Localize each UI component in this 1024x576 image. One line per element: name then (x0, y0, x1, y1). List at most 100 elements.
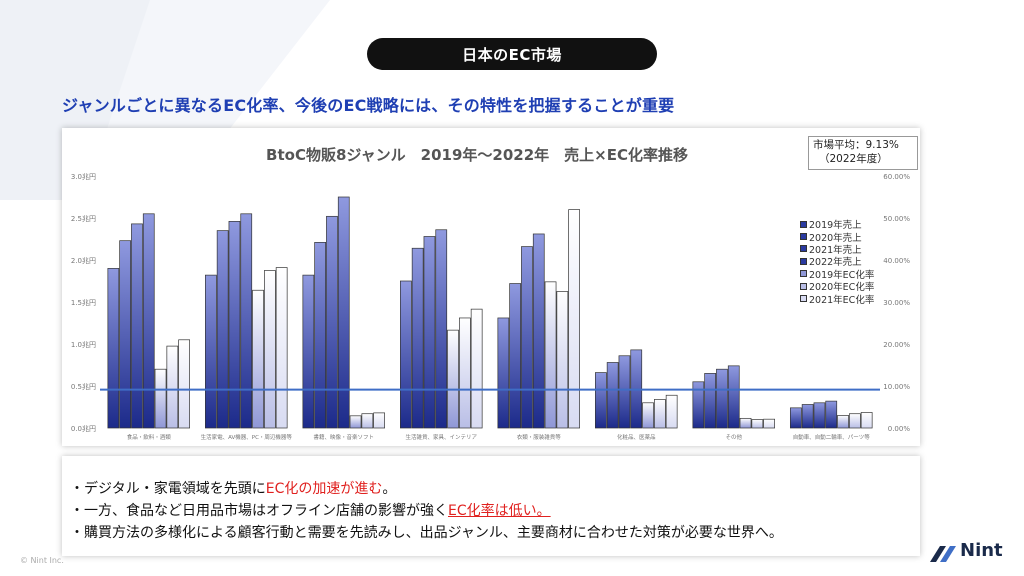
y-left-tick-label: 2.5兆円 (71, 214, 96, 223)
bar-2019年売上 (594, 372, 607, 429)
note-2-highlight: EC化率は低い。 (448, 503, 551, 519)
bar-2021年売上 (813, 402, 826, 429)
bar-2020年売上 (314, 242, 326, 429)
bar-2019年売上 (107, 268, 120, 429)
legend-swatch (800, 233, 807, 241)
bar-2020年EC化率 (459, 317, 471, 429)
bar-2019年EC化率 (349, 415, 362, 429)
bar-2022年売上 (532, 233, 545, 429)
legend-item: 2021年EC化率 (800, 292, 875, 306)
bar-2020年売上 (704, 373, 717, 429)
x-tick-label: 食品・飲料・酒類 (127, 433, 172, 441)
nint-logo-icon (930, 546, 956, 562)
bar-2019年EC化率 (252, 289, 264, 429)
legend-item: 2022年売上 (800, 255, 874, 269)
bar-2022年売上 (435, 229, 448, 429)
x-tick-label: 生活雑貨、家具、インテリア (405, 433, 477, 441)
y-right-tick-label: 40.00% (883, 257, 910, 265)
y-right-tick-label: 0.00% (888, 425, 911, 433)
bar-2019年EC化率 (739, 417, 752, 429)
market-average-box: 市場平均：9.13% （2022年度） (808, 136, 918, 170)
bar-2021年EC化率 (373, 412, 385, 429)
bar-2021年売上 (521, 246, 533, 429)
bar-2021年EC化率 (470, 308, 483, 429)
bar-2020年EC化率 (653, 399, 666, 429)
bar-2022年売上 (727, 365, 740, 429)
bar-2020年EC化率 (848, 413, 861, 429)
bar-2022年売上 (337, 196, 350, 429)
legend-swatch (800, 295, 807, 303)
bar-2020年売上 (801, 404, 814, 429)
headline: ジャンルごとに異なるEC化率、今後のEC戦略には、その特性を把握することが重要 (62, 96, 675, 115)
chart-title: BtoC物販8ジャンル 2019年～2022年 売上×EC化率推移 (266, 146, 688, 164)
bar-2022年売上 (825, 400, 838, 429)
legend-item: 2021年売上 (800, 243, 874, 256)
bar-2019年売上 (400, 280, 412, 429)
note-1-end: 。 (382, 481, 397, 497)
legend-label: 2022年売上 (809, 257, 862, 269)
y-right-tick-label: 20.00% (883, 341, 910, 349)
legend-item: 2020年売上 (800, 230, 874, 244)
legend-swatch (800, 220, 807, 228)
bar-2020年EC化率 (166, 345, 179, 429)
y-left-tick-label: 1.0兆円 (71, 340, 96, 349)
x-tick-label: 生活家電、AV機器、PC・周辺機器等 (201, 433, 293, 441)
bar-2021年売上 (326, 215, 338, 429)
note-3: ・購買方法の多様化による顧客行動と需要を先読みし、出品ジャンル、主要商材に合わせ… (70, 525, 783, 541)
bar-2020年EC化率 (361, 413, 374, 429)
market-average-value: 市場平均：9.13% (813, 139, 899, 151)
x-tick-label: 書籍、映像・音楽ソフト (313, 433, 374, 441)
legend-label: 2020年EC化率 (809, 282, 875, 294)
bar-2021年売上 (618, 355, 631, 429)
y-right-tick-label: 10.00% (883, 383, 910, 391)
bar-2019年EC化率 (544, 281, 557, 429)
x-tick-label: 衣類・服装雑貨等 (517, 433, 562, 441)
bar-2019年EC化率 (447, 329, 459, 429)
legend-item: 2019年売上 (800, 218, 874, 232)
x-tick-label: 自動車、自動二輪車、パーツ等 (793, 433, 870, 441)
bar-2021年売上 (131, 223, 143, 429)
legend-item: 2020年EC化率 (800, 280, 875, 294)
bar-2019年EC化率 (642, 402, 654, 429)
bar-2022年売上 (240, 213, 253, 429)
legend-label: 2020年売上 (809, 232, 862, 244)
bar-2021年EC化率 (763, 418, 776, 429)
y-right-tick-label: 50.00% (883, 215, 910, 223)
bar-2021年EC化率 (275, 267, 288, 429)
y-right-tick-label: 60.00% (883, 173, 910, 181)
note-2: ・一方、食品など日用品市場はオフライン店舗の影響が強くEC化率は低い。 (70, 500, 551, 520)
legend-swatch (800, 270, 807, 278)
bar-2020年売上 (411, 247, 424, 429)
chart-plot: 0.0兆円 0.5兆円 1.0兆円 1.5兆円 2.0兆円 2.5兆円 3.0兆円 0.00%… (71, 172, 911, 441)
logo-text: Nint (960, 540, 1003, 561)
legend-item: 2019年EC化率 (800, 268, 875, 281)
bar-2021年売上 (228, 221, 241, 429)
copyright: © Nint Inc. (20, 556, 64, 565)
bar-2019年売上 (302, 274, 315, 429)
legend-label: 2019年EC化率 (809, 269, 875, 281)
market-average-year: （2022年度） (819, 153, 888, 165)
y-left-tick-label: 1.5兆円 (71, 298, 96, 307)
x-tick-label: その他 (725, 433, 742, 441)
notes-card: ・デジタル・家電領域を先頭にEC化の加速が進む。 ・一方、食品など日用品市場はオ… (62, 456, 920, 556)
chart-card: 0.0兆円 0.5兆円 1.0兆円 1.5兆円 2.0兆円 2.5兆円 3.0兆円 0.00%… (62, 128, 920, 446)
legend-swatch (800, 282, 807, 290)
y-left-tick-label: 2.0兆円 (71, 256, 96, 265)
y-left-tick-label: 0.5兆円 (71, 382, 96, 391)
bar-2019年売上 (497, 317, 510, 429)
bar-2020年EC化率 (556, 291, 569, 429)
chart-legend: 2019年売上 2020年売上 2021年売上 2022年売上 2019年EC化率 202… (800, 218, 875, 306)
bar-2019年売上 (789, 407, 802, 429)
bar-2019年売上 (205, 274, 217, 429)
legend-label: 2019年売上 (809, 220, 862, 232)
bar-2019年EC化率 (837, 415, 849, 429)
bar-2021年EC化率 (860, 412, 873, 429)
legend-label: 2021年EC化率 (809, 294, 875, 306)
bar-2020年売上 (216, 230, 229, 429)
bar-2021年EC化率 (178, 339, 191, 429)
bar-2021年EC化率 (665, 394, 678, 429)
bar-2021年売上 (716, 368, 728, 429)
legend-label: 2021年売上 (809, 244, 862, 256)
page-title: 日本のEC市場 (367, 38, 657, 70)
bar-2020年売上 (119, 240, 132, 429)
